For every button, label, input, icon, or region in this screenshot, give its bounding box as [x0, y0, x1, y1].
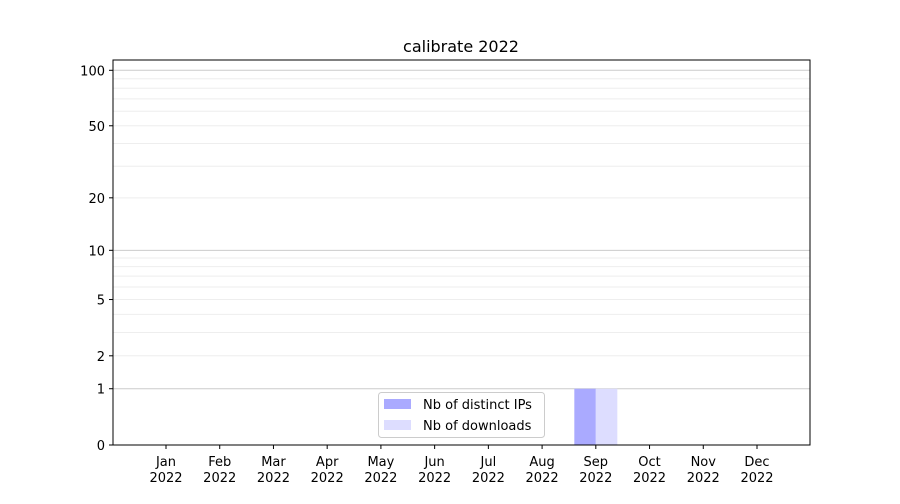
x-tick-label-month: Apr — [316, 455, 339, 470]
y-tick-label: 2 — [97, 350, 105, 365]
x-tick-label-month: Jun — [423, 455, 444, 470]
legend-swatch — [384, 399, 411, 409]
legend-label: Nb of downloads — [423, 419, 532, 434]
x-tick-label-month: Jan — [155, 455, 176, 470]
x-tick-label-month: Dec — [744, 455, 769, 470]
legend: Nb of distinct IPs Nb of downloads — [378, 392, 545, 438]
x-tick-label-month: Jul — [480, 455, 497, 470]
x-tick-label-month: Feb — [208, 455, 231, 470]
x-tick-label-month: Aug — [529, 455, 554, 470]
plot-frame — [112, 59, 811, 446]
x-tick-label-year: 2022 — [526, 471, 559, 486]
x-tick-label-year: 2022 — [257, 471, 290, 486]
x-tick-label-year: 2022 — [633, 471, 666, 486]
x-tick-label-year: 2022 — [687, 471, 720, 486]
x-tick-label-month: Mar — [261, 455, 286, 470]
x-tick-label-month: Oct — [638, 455, 660, 470]
x-tick-label-year: 2022 — [311, 471, 344, 486]
x-tick-label-month: Nov — [691, 455, 717, 470]
x-tick-label-year: 2022 — [203, 471, 236, 486]
x-tick-label-year: 2022 — [418, 471, 451, 486]
x-tick-label-year: 2022 — [364, 471, 397, 486]
bar-distinct-ips — [574, 388, 596, 445]
y-tick-label: 100 — [80, 64, 105, 79]
legend-swatch — [384, 420, 411, 430]
y-tick-label: 5 — [97, 294, 105, 309]
x-tick-label-month: Sep — [584, 455, 609, 470]
chart-title: calibrate 2022 — [403, 37, 519, 56]
y-tick-label: 1 — [97, 383, 105, 398]
y-tick-label: 0 — [97, 439, 105, 454]
legend-label: Nb of distinct IPs — [423, 398, 532, 413]
y-tick-label: 10 — [88, 244, 105, 259]
x-tick-label-year: 2022 — [740, 471, 773, 486]
y-tick-label: 20 — [88, 192, 105, 207]
legend-box — [378, 392, 545, 438]
x-tick-label-year: 2022 — [472, 471, 505, 486]
bar-downloads — [595, 388, 618, 445]
x-tick-label-year: 2022 — [579, 471, 612, 486]
x-tick-label-year: 2022 — [149, 471, 182, 486]
x-tick-label-month: May — [367, 455, 394, 470]
y-tick-label: 50 — [88, 120, 105, 135]
